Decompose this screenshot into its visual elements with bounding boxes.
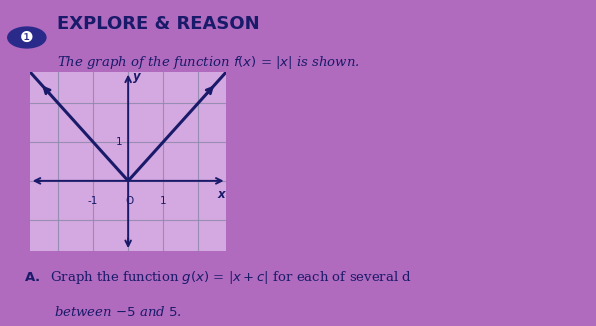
- Text: -1: -1: [88, 196, 98, 206]
- Text: The graph of the function $\it{f(x)}$ = |$\it{x}$| is shown.: The graph of the function $\it{f(x)}$ = …: [57, 54, 359, 71]
- Circle shape: [8, 27, 46, 48]
- Text: EXPLORE & REASON: EXPLORE & REASON: [57, 15, 259, 33]
- Text: ❶: ❶: [20, 30, 33, 45]
- Text: x: x: [218, 188, 225, 201]
- Text: 1: 1: [116, 137, 123, 147]
- Text: between $-5$ and $5$.: between $-5$ and $5$.: [54, 305, 181, 319]
- Text: $\bf{A.}$  Graph the function $\it{g(x)}$ = |$\it{x + c}$| for each of several d: $\bf{A.}$ Graph the function $\it{g(x)}$…: [24, 269, 412, 286]
- Text: O: O: [126, 196, 134, 206]
- Text: y: y: [133, 70, 141, 83]
- Text: 1: 1: [160, 196, 166, 206]
